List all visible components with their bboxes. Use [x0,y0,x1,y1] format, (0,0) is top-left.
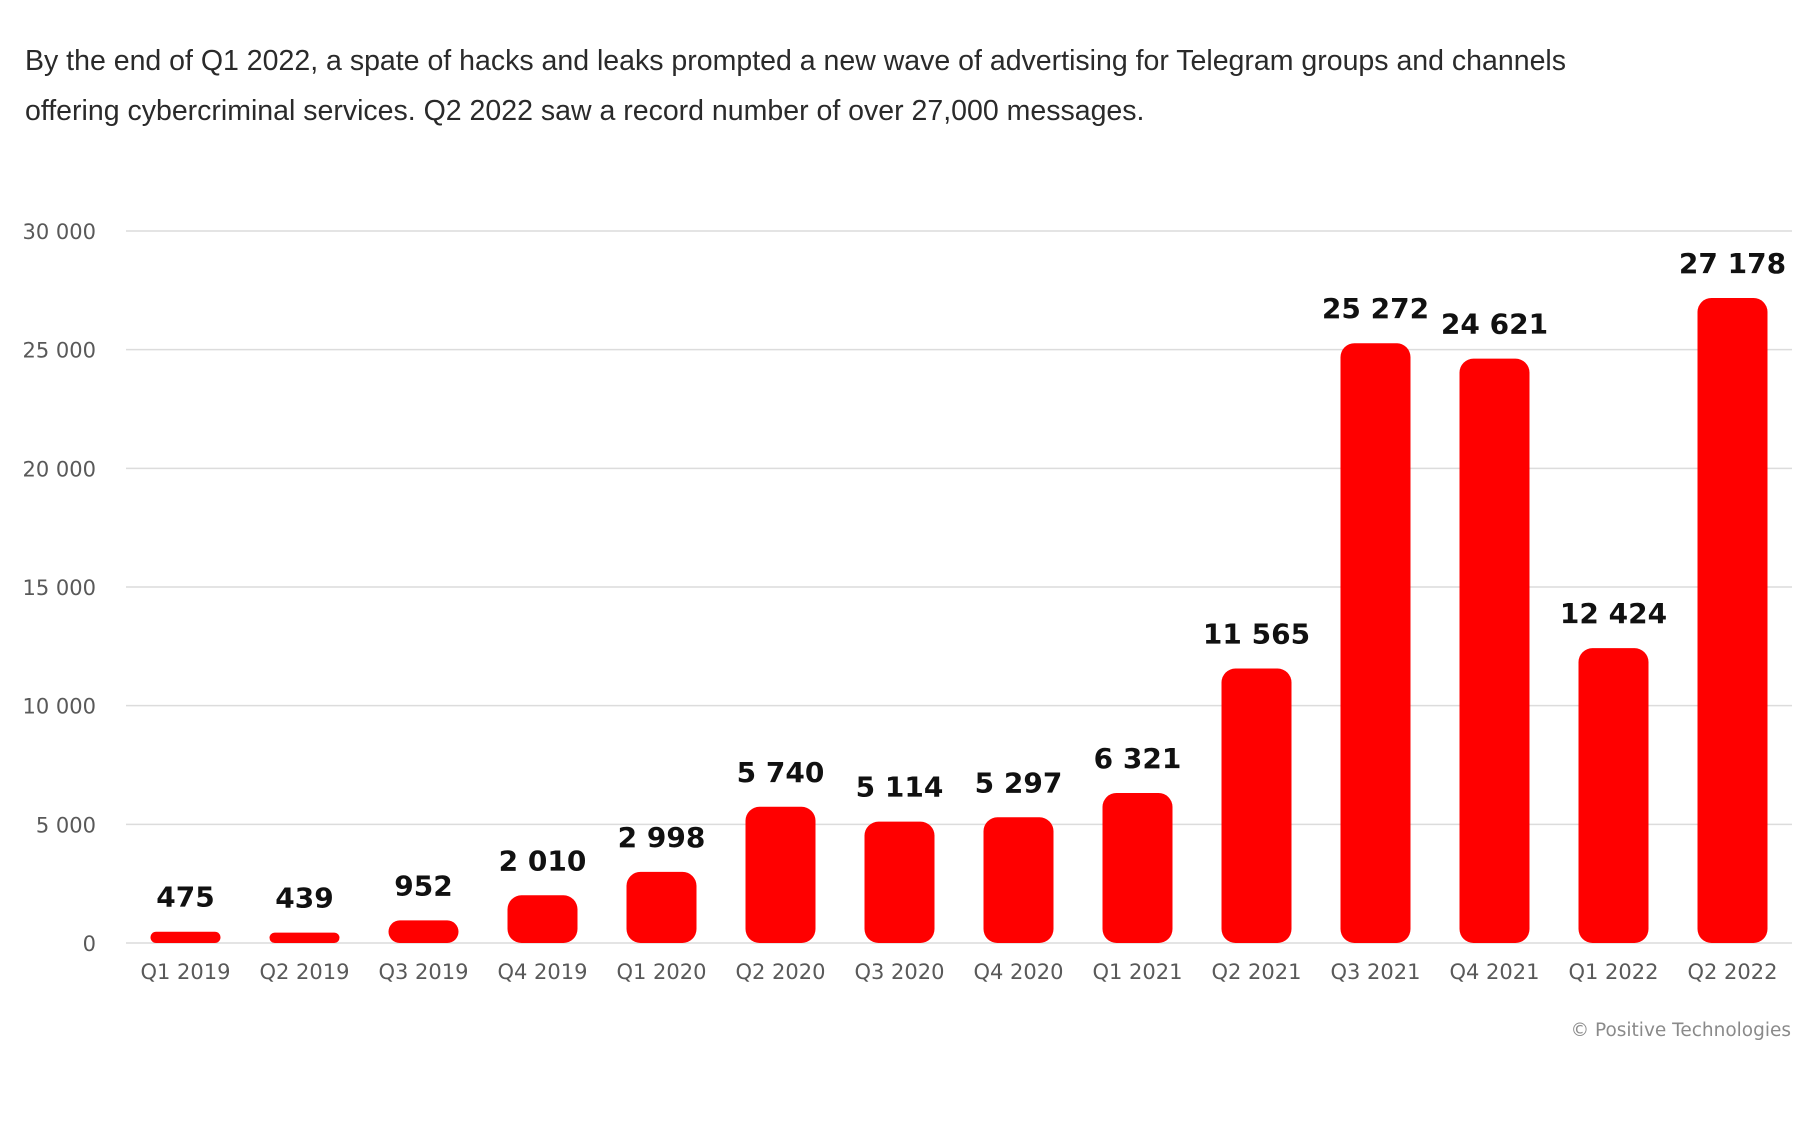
x-category-label: Q3 2021 [1330,960,1420,984]
bar-q1-2022 [1578,648,1649,943]
bar-q2-2019 [269,932,340,943]
x-category-label: Q1 2022 [1568,960,1658,984]
description-line-1: By the end of Q1 2022, a spate of hacks … [25,45,1567,77]
x-category-label: Q2 2020 [735,960,825,984]
description-line-2: offering cybercriminal services. Q2 2022… [25,95,1145,127]
bar-value-label: 27 178 [1679,247,1786,280]
bar-value-label: 12 424 [1560,597,1667,630]
bar-value-label: 2 998 [618,821,706,854]
bar-value-label: 25 272 [1322,292,1429,325]
x-category-label: Q3 2019 [378,960,468,984]
bar-value-label: 5 114 [856,771,944,804]
x-category-label: Q1 2021 [1092,960,1182,984]
bar-q3-2019 [388,920,459,943]
value-labels: 475 439 952 2 010 2 998 5 740 5 114 5 297 6 321 1… [156,247,1786,915]
x-category-label: Q1 2020 [616,960,706,984]
bar-q3-2021 [1340,343,1411,944]
y-tick-label: 15 000 [23,576,96,600]
y-tick-label: 0 [83,932,96,956]
bar-q3-2020 [864,821,935,943]
bar-value-label: 6 321 [1094,742,1182,775]
bar-q4-2020 [983,817,1054,943]
bar-value-label: 2 010 [499,844,587,877]
x-category-label: Q2 2021 [1211,960,1301,984]
bar-q4-2019 [507,895,578,943]
bar-q2-2021 [1221,668,1292,943]
y-axis-ticks: 0 5 000 10 000 15 000 20 000 25 000 30 000 [23,220,96,956]
bar-value-label: 5 740 [737,756,825,789]
y-tick-label: 5 000 [36,813,96,837]
bar-value-label: 439 [275,882,333,915]
bar-value-label: 475 [156,881,214,914]
bar-value-label: 11 565 [1203,618,1310,651]
x-category-label: Q4 2020 [973,960,1063,984]
x-category-label: Q3 2020 [854,960,944,984]
x-axis-categories: Q1 2019 Q2 2019 Q3 2019 Q4 2019 Q1 2020 Q2 20… [140,960,1777,984]
x-category-label: Q4 2021 [1449,960,1539,984]
bar-q1-2020 [626,871,697,943]
bar-q1-2021 [1102,792,1173,943]
y-tick-label: 20 000 [23,457,96,481]
bar-value-label: 952 [394,869,452,902]
bar-q2-2022 [1697,297,1768,943]
x-category-label: Q2 2022 [1687,960,1777,984]
x-category-label: Q1 2019 [140,960,230,984]
bar-q4-2021 [1459,358,1530,943]
y-tick-label: 25 000 [23,339,96,363]
bars [150,297,1768,944]
bar-q1-2019 [150,931,221,943]
copyright-credit: © Positive Technologies [1570,1020,1791,1041]
bar-value-label: 5 297 [975,766,1063,799]
x-category-label: Q4 2019 [497,960,587,984]
y-tick-label: 30 000 [23,220,96,244]
y-tick-label: 10 000 [23,695,96,719]
bar-value-label: 24 621 [1441,308,1548,341]
bar-q2-2020 [745,806,816,943]
chart-description: By the end of Q1 2022, a spate of hacks … [25,36,1725,136]
x-category-label: Q2 2019 [259,960,349,984]
